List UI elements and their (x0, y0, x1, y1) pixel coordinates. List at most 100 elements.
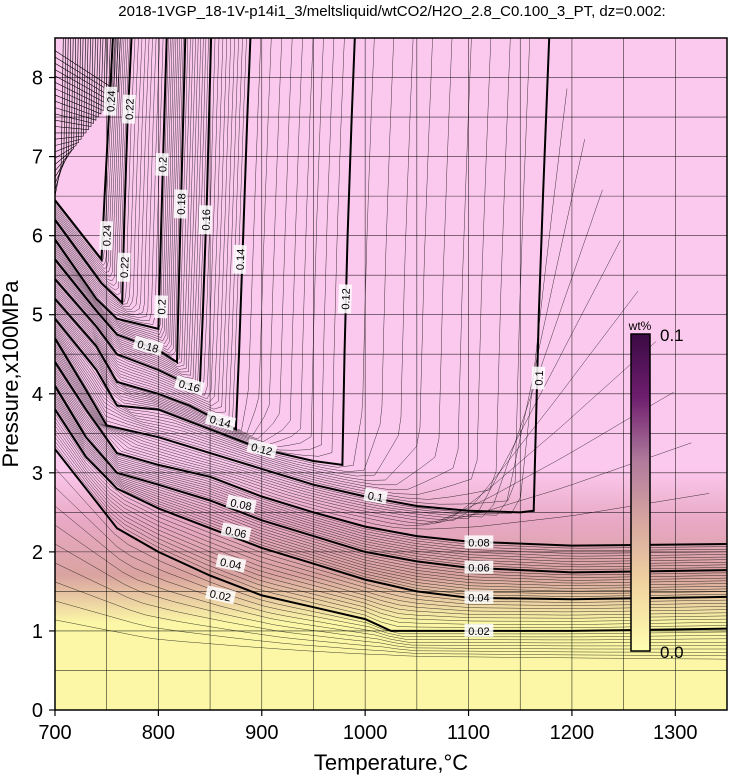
y-tick-label: 3 (32, 463, 43, 485)
x-tick-label: 1200 (550, 722, 595, 744)
fine-contour-line (55, 364, 727, 549)
contour-label-bg (205, 585, 236, 605)
contour-label-text: 0.22 (124, 98, 137, 120)
colorbar-max-label: 0.1 (660, 326, 684, 345)
contour-label-bg (220, 522, 252, 541)
contour-label: 0.12 (246, 438, 278, 459)
fine-contour-line (55, 390, 727, 578)
fine-contour-line (55, 38, 247, 423)
fine-contour-line (55, 366, 727, 552)
fine-contour-line (55, 38, 345, 457)
fine-contour-line (55, 38, 84, 146)
x-tick-label: 700 (38, 722, 71, 744)
contour-label-bg (464, 590, 494, 604)
contour-label-text: 0.08 (468, 537, 489, 549)
fine-contour-line (55, 373, 727, 560)
fine-contour-line (55, 38, 121, 93)
contour-labels: 0.02 0.02 0.04 0.04 0.06 0.06 0.08 0.08 0.1 0.1 0.… (99, 86, 546, 638)
fine-contour-line (55, 38, 209, 386)
plot-frame (54, 37, 728, 711)
fine-contour-line (55, 38, 153, 316)
fine-contour-line (55, 38, 324, 448)
fine-contour-line (55, 397, 727, 586)
contour-label: 0.04 (215, 553, 247, 573)
fine-contour-line (55, 240, 621, 519)
contour-label-text: 0.04 (468, 593, 489, 605)
x-axis: 700 800 900 1000 1100 1200 1300 (38, 710, 698, 744)
contour-label-bg (99, 220, 114, 251)
fine-contour-line (55, 38, 394, 472)
fine-contour-line (55, 38, 492, 495)
fine-contour-line (55, 581, 727, 653)
fine-contour-line (55, 433, 727, 619)
contour-label-bg (204, 410, 237, 431)
fine-contour-line (55, 562, 727, 650)
contour-label: 0.16 (173, 375, 206, 395)
fine-contour-line (55, 290, 639, 521)
fine-contour-line (55, 417, 727, 606)
y-axis-label: Pressure,x100MPa (0, 280, 23, 468)
contour-label-text: 0.1 (367, 490, 384, 504)
contour-label: 0.16 (198, 205, 213, 235)
contour-line-0.12 (55, 38, 356, 467)
fine-contour-line (55, 38, 173, 339)
fine-contour-line (55, 359, 710, 530)
y-tick-label: 7 (32, 147, 43, 169)
contour-label: 0.14 (232, 244, 247, 275)
y-tick-label: 1 (32, 621, 43, 643)
colorbar: wt% 0.1 0.0 (628, 319, 684, 662)
fine-contour-line (55, 38, 239, 413)
fine-contour-line (55, 38, 91, 131)
fine-contour-line (55, 38, 433, 481)
fine-contour-line (55, 38, 216, 393)
fine-contour-line (55, 38, 191, 365)
contour-label-text: 0.2 (156, 299, 169, 315)
contour-label: 0.06 (464, 560, 494, 575)
fine-contour-line (55, 38, 150, 313)
fine-contour-line (55, 38, 204, 379)
contour-label-text: 0.06 (224, 525, 247, 541)
fine-contour-line (55, 38, 202, 376)
fine-contour-line (55, 38, 123, 277)
fine-contour-line (55, 38, 94, 127)
contour-label: 0.02 (205, 585, 236, 605)
contour-label: 0.06 (220, 522, 252, 541)
fine-contour-line (55, 371, 727, 557)
contour-label-bg (232, 244, 247, 275)
contour-label-bg (464, 623, 494, 637)
fine-contour-line (55, 38, 146, 310)
fine-contour-line (55, 399, 727, 589)
fine-contour-line (55, 38, 79, 159)
contour-label-text: 0.02 (208, 588, 231, 604)
fine-contour-line (55, 38, 160, 321)
fine-contour-line (55, 402, 727, 592)
contour-label: 0.22 (121, 94, 137, 124)
fine-contour-line (55, 341, 657, 523)
fine-contour-line (55, 378, 727, 565)
contour-label-text: 0.02 (468, 626, 489, 638)
contour-label-bg (154, 295, 168, 319)
contour-label-text: 0.14 (208, 414, 232, 431)
y-tick-label: 4 (32, 384, 43, 406)
contour-label-text: 0.08 (229, 497, 252, 513)
fine-contour-line (55, 38, 104, 115)
fine-contour-line (55, 600, 727, 657)
contour-label-text: 0.12 (250, 442, 274, 459)
fine-contour-line (55, 38, 74, 171)
fine-contour-line (55, 38, 177, 345)
contour-label-bg (531, 366, 546, 390)
fine-contour-line (55, 38, 89, 134)
fine-contour-line (55, 38, 189, 363)
fine-contour-line (55, 38, 106, 112)
fine-contour-line (55, 429, 727, 616)
fine-contour-line (55, 38, 414, 477)
fine-contour-line (55, 139, 585, 516)
contour-label-bg (132, 335, 164, 356)
fine-contour-line (55, 619, 727, 660)
contour-label-bg (103, 86, 118, 116)
contour-label: 0.08 (225, 494, 257, 513)
fine-contour-line (55, 486, 727, 638)
fine-contour-line (55, 383, 727, 570)
contour-label: 0.04 (464, 590, 494, 605)
fine-contour-line (55, 354, 674, 525)
